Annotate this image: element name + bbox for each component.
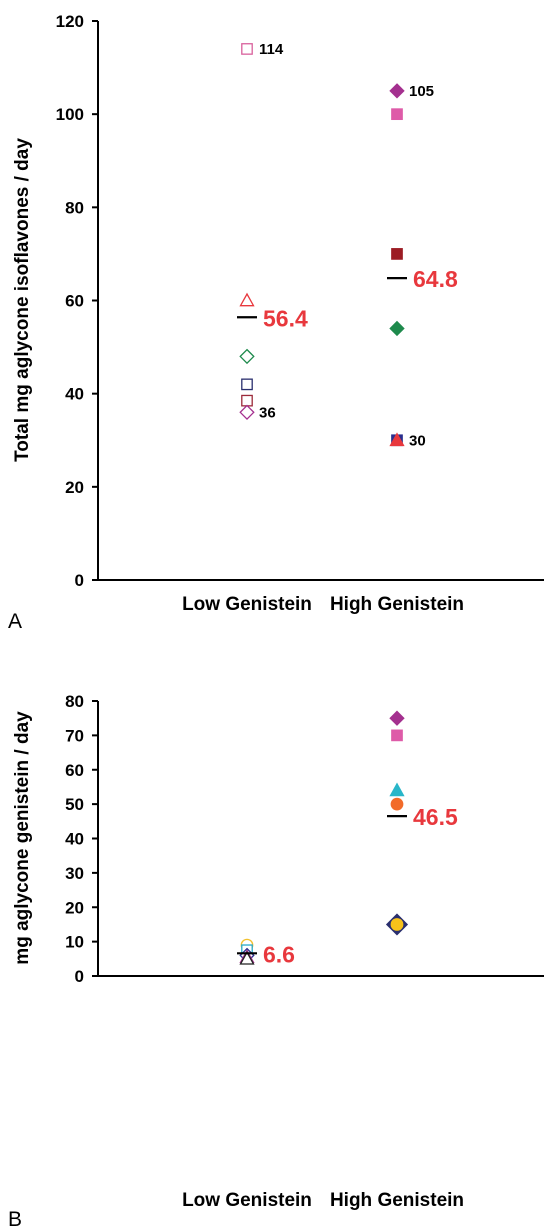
panel-a-chart: 0 20 40 60 80 100 120 Total mg aglycone isoflav…	[8, 12, 544, 633]
mean-value-label: 46.5	[413, 804, 458, 830]
category-label: Low Genistein	[182, 594, 312, 615]
mean-value-label: 64.8	[413, 266, 458, 292]
data-point-square	[391, 248, 403, 260]
y-tick-label: 80	[65, 198, 84, 217]
data-point-circle	[390, 918, 404, 931]
y-tick-label: 20	[65, 898, 84, 917]
category-label: High Genistein	[330, 594, 464, 615]
data-point-circle	[390, 797, 404, 811]
data-point-label: 30	[409, 432, 426, 449]
y-tick-label: 40	[65, 385, 84, 404]
y-tick-label: 80	[65, 692, 84, 711]
y-axis-label: mg aglycone genistein / day	[12, 711, 33, 965]
y-tick-label: 0	[75, 967, 84, 986]
category-label: Low Genistein	[182, 1190, 312, 1211]
mean-value-label: 56.4	[263, 305, 308, 331]
data-point-triangle	[389, 782, 405, 797]
data-point-square	[391, 108, 403, 121]
y-tick-label: 10	[65, 933, 84, 952]
data-point-triangle	[389, 432, 405, 447]
data-point-square	[241, 394, 253, 407]
data-point-diamond	[389, 83, 405, 99]
data-point-triangle	[239, 950, 255, 965]
y-tick-label: 120	[56, 12, 84, 31]
y-axis-label: Total mg aglycone isoflavones / day	[12, 138, 33, 462]
data-point-square	[391, 729, 403, 742]
data-point-triangle	[239, 292, 255, 307]
data-point-square	[241, 43, 253, 55]
data-point-diamond	[239, 404, 255, 420]
data-point-diamond	[389, 320, 405, 337]
data-point-label: 36	[259, 404, 276, 421]
y-tick-label: 60	[65, 761, 84, 780]
data-point-square	[241, 378, 253, 391]
panel-label: A	[8, 610, 22, 633]
y-tick-label: 40	[65, 830, 84, 849]
y-tick-label: 100	[56, 105, 84, 124]
y-tick-label: 30	[65, 864, 84, 883]
y-tick-label: 50	[65, 795, 84, 814]
y-tick-label: 70	[65, 726, 84, 745]
mean-value-label: 6.6	[263, 941, 295, 967]
data-point-diamond	[239, 348, 255, 365]
category-label: High Genistein	[330, 1190, 464, 1211]
data-point-diamond	[389, 710, 405, 726]
y-tick-label: 60	[65, 292, 84, 311]
data-point-label: 105	[409, 83, 434, 100]
panel-b-chart: 0 10 20 30 40 50 60 70 80 mg aglycone genistein /…	[8, 692, 544, 1229]
y-tick-label: 0	[75, 571, 84, 590]
y-tick-label: 20	[65, 478, 84, 497]
panel-label: B	[8, 1208, 22, 1229]
data-point-label: 114	[259, 41, 284, 58]
